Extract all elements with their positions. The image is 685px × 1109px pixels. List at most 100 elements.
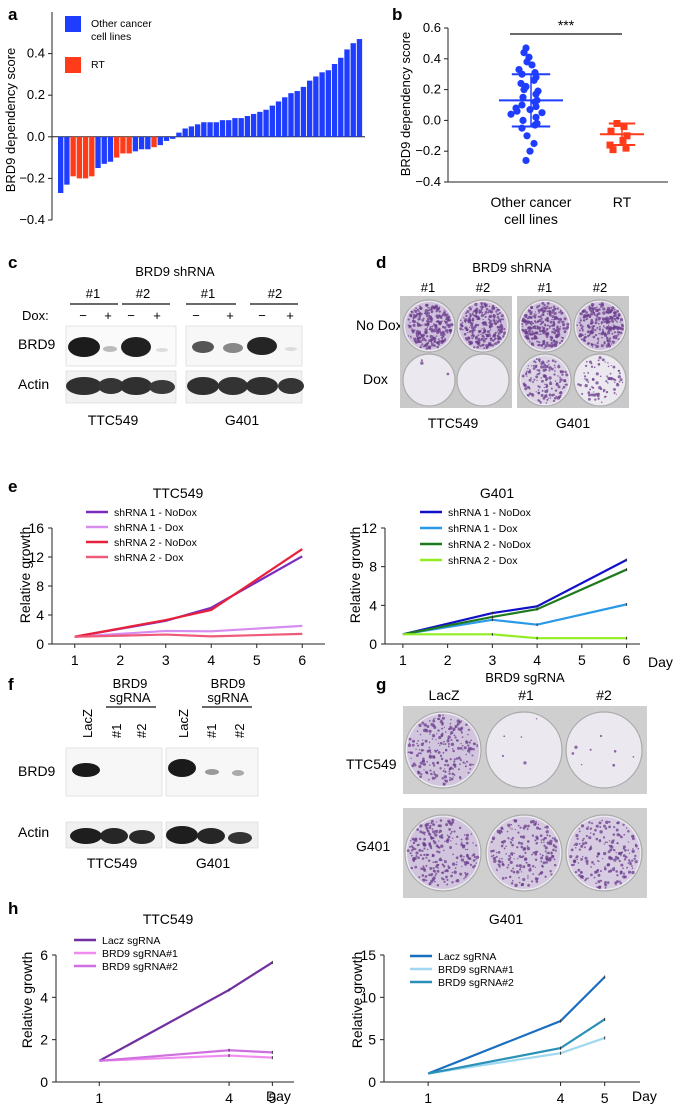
e2-axis-legend-label: shRNA 2 - NoDox: [448, 539, 532, 551]
c-title: BRD9 shRNA: [135, 264, 215, 279]
panel-label-e: e: [8, 477, 17, 496]
a-bar: [306, 80, 313, 137]
e2-axis-series-line: [402, 558, 628, 636]
b-point: [620, 123, 628, 131]
h1-axis-ytick-label: 0: [40, 1074, 48, 1090]
g-col-1: #1: [518, 687, 534, 703]
e2-axis-xtick-label: 4: [533, 652, 541, 668]
a-bar: [114, 136, 120, 158]
f-g-group-1: BRD9: [211, 676, 246, 691]
b-point: [532, 102, 540, 111]
panel-label-c: c: [8, 253, 17, 272]
c-cell-line-ttc549: TTC549: [88, 412, 139, 428]
chart-b-ylabel: BRD9 dependency score: [398, 32, 413, 177]
a-bar: [356, 39, 363, 137]
g-plate-ttc-1: [485, 711, 563, 789]
b-point: [530, 76, 538, 84]
e1-axis-xtick-label: 5: [253, 652, 261, 668]
f-g-group-2: sgRNA: [207, 690, 249, 705]
d-plate-g401-2-nodox: [573, 299, 627, 353]
panel-label-h: h: [8, 899, 18, 918]
chart-h1-xlabel: Day: [266, 1088, 291, 1104]
a-bar: [244, 116, 251, 137]
g-row-g401: G401: [356, 838, 390, 854]
chart-h-ttc549: TTC549 Relative growth Day 0 2 4 6 1 4 5 Lacz …: [19, 911, 294, 1106]
colony-plates-d: BRD9 shRNA #1 #2 #1 #2 No Dox Dox TTC549…: [356, 260, 629, 431]
h2-axis-legend-label: Lacz sgRNA: [438, 951, 496, 963]
chart-e2-ylabel: Relative growth: [347, 527, 363, 624]
b-point: [520, 86, 528, 94]
e1-axis-ytick-label: 4: [36, 607, 44, 623]
h1-axis-xtick-label: 4: [225, 1090, 233, 1106]
h1-axis-ytick-label: 6: [40, 947, 48, 963]
panel-label-b: b: [392, 5, 402, 24]
d-plate-ttc-2-nodox: [456, 299, 510, 353]
a-bar: [120, 136, 126, 154]
h2-axis-legend-label: BRD9 sgRNA#1: [438, 964, 514, 976]
c-row-brd9: BRD9: [18, 336, 56, 352]
a-bar: [288, 93, 294, 137]
g-title: BRD9 sgRNA: [485, 670, 565, 685]
g-plate-g401-lacz: [404, 814, 482, 892]
b-point: [520, 49, 528, 57]
f-row-actin: Actin: [18, 824, 49, 840]
a-bar: [319, 72, 325, 137]
a-bar: [95, 136, 101, 168]
chart-e2-title: G401: [480, 485, 514, 501]
b-point: [538, 109, 546, 117]
g-row-ttc549: TTC549: [346, 756, 397, 772]
b-point: [532, 113, 540, 121]
h1-axis-xtick-label: 5: [268, 1090, 276, 1106]
a-bar: [213, 122, 219, 137]
chart-e2-xlabel: Day: [648, 654, 673, 670]
h1-axis-legend-label: BRD9 sgRNA#1: [102, 948, 178, 960]
d-group-3: #1: [538, 280, 552, 295]
a-bar: [145, 136, 151, 150]
c-dox-8: +: [286, 308, 294, 323]
e1-axis-xtick-label: 2: [116, 652, 124, 668]
d-plate-g401-2-dox: [573, 353, 627, 407]
a-bar: [126, 136, 132, 154]
g-col-2: #2: [596, 687, 612, 703]
e1-axis-series-line: [74, 624, 303, 638]
b-point: [519, 93, 527, 101]
chart-h2-xlabel: Day: [632, 1088, 657, 1104]
e1-axis-legend-label: shRNA 2 - Dox: [114, 552, 184, 564]
a-bar: [219, 120, 226, 137]
colony-plates-g: BRD9 sgRNA LacZ #1 #2 TTC549 G401: [346, 670, 647, 898]
legend-other-line2: cell lines: [91, 31, 131, 43]
b-point: [619, 136, 627, 144]
a-bar: [344, 49, 350, 137]
a-bar: [238, 118, 244, 137]
legend-other-line1: Other cancer: [91, 18, 152, 30]
b-point: [530, 139, 538, 148]
a-bar: [163, 136, 170, 141]
e1-axis-xtick-label: 1: [71, 652, 79, 668]
c-dox-5: −: [192, 308, 200, 323]
b-point: [532, 90, 540, 98]
g-col-lacz: LacZ: [428, 687, 460, 703]
b-point: [507, 110, 515, 118]
legend-swatch-rt: [65, 57, 81, 73]
chart-e1-title: TTC549: [153, 485, 204, 501]
b-point: [607, 127, 615, 135]
a-bar: [101, 136, 107, 164]
b-point: [528, 61, 536, 69]
chart-b: BRD9 dependency score −0.4 −0.2 0.0 0.2 0.4 0…: [398, 17, 668, 227]
f-lane-ttc-lacz: LacZ: [80, 709, 95, 738]
d-cell-line-ttc549: TTC549: [428, 415, 479, 431]
e1-axis-series-line: [74, 632, 303, 638]
c-cell-line-g401: G401: [225, 412, 259, 428]
a-bar: [294, 91, 300, 137]
e2-axis-ytick-label: 12: [361, 520, 377, 536]
b-ytick-label: 0.4: [423, 51, 441, 66]
c-group-4: #2: [268, 286, 282, 301]
h2-axis-xtick-label: 5: [601, 1090, 609, 1106]
h2-axis-legend-label: BRD9 sgRNA#2: [438, 977, 514, 989]
a-bar: [64, 136, 70, 185]
b-ytick-label: −0.2: [415, 143, 441, 158]
d-plate-g401-1-dox: [518, 353, 572, 407]
a-bar: [201, 122, 207, 137]
h2-axis-ytick-label: 10: [360, 989, 376, 1005]
b-point: [523, 132, 531, 140]
